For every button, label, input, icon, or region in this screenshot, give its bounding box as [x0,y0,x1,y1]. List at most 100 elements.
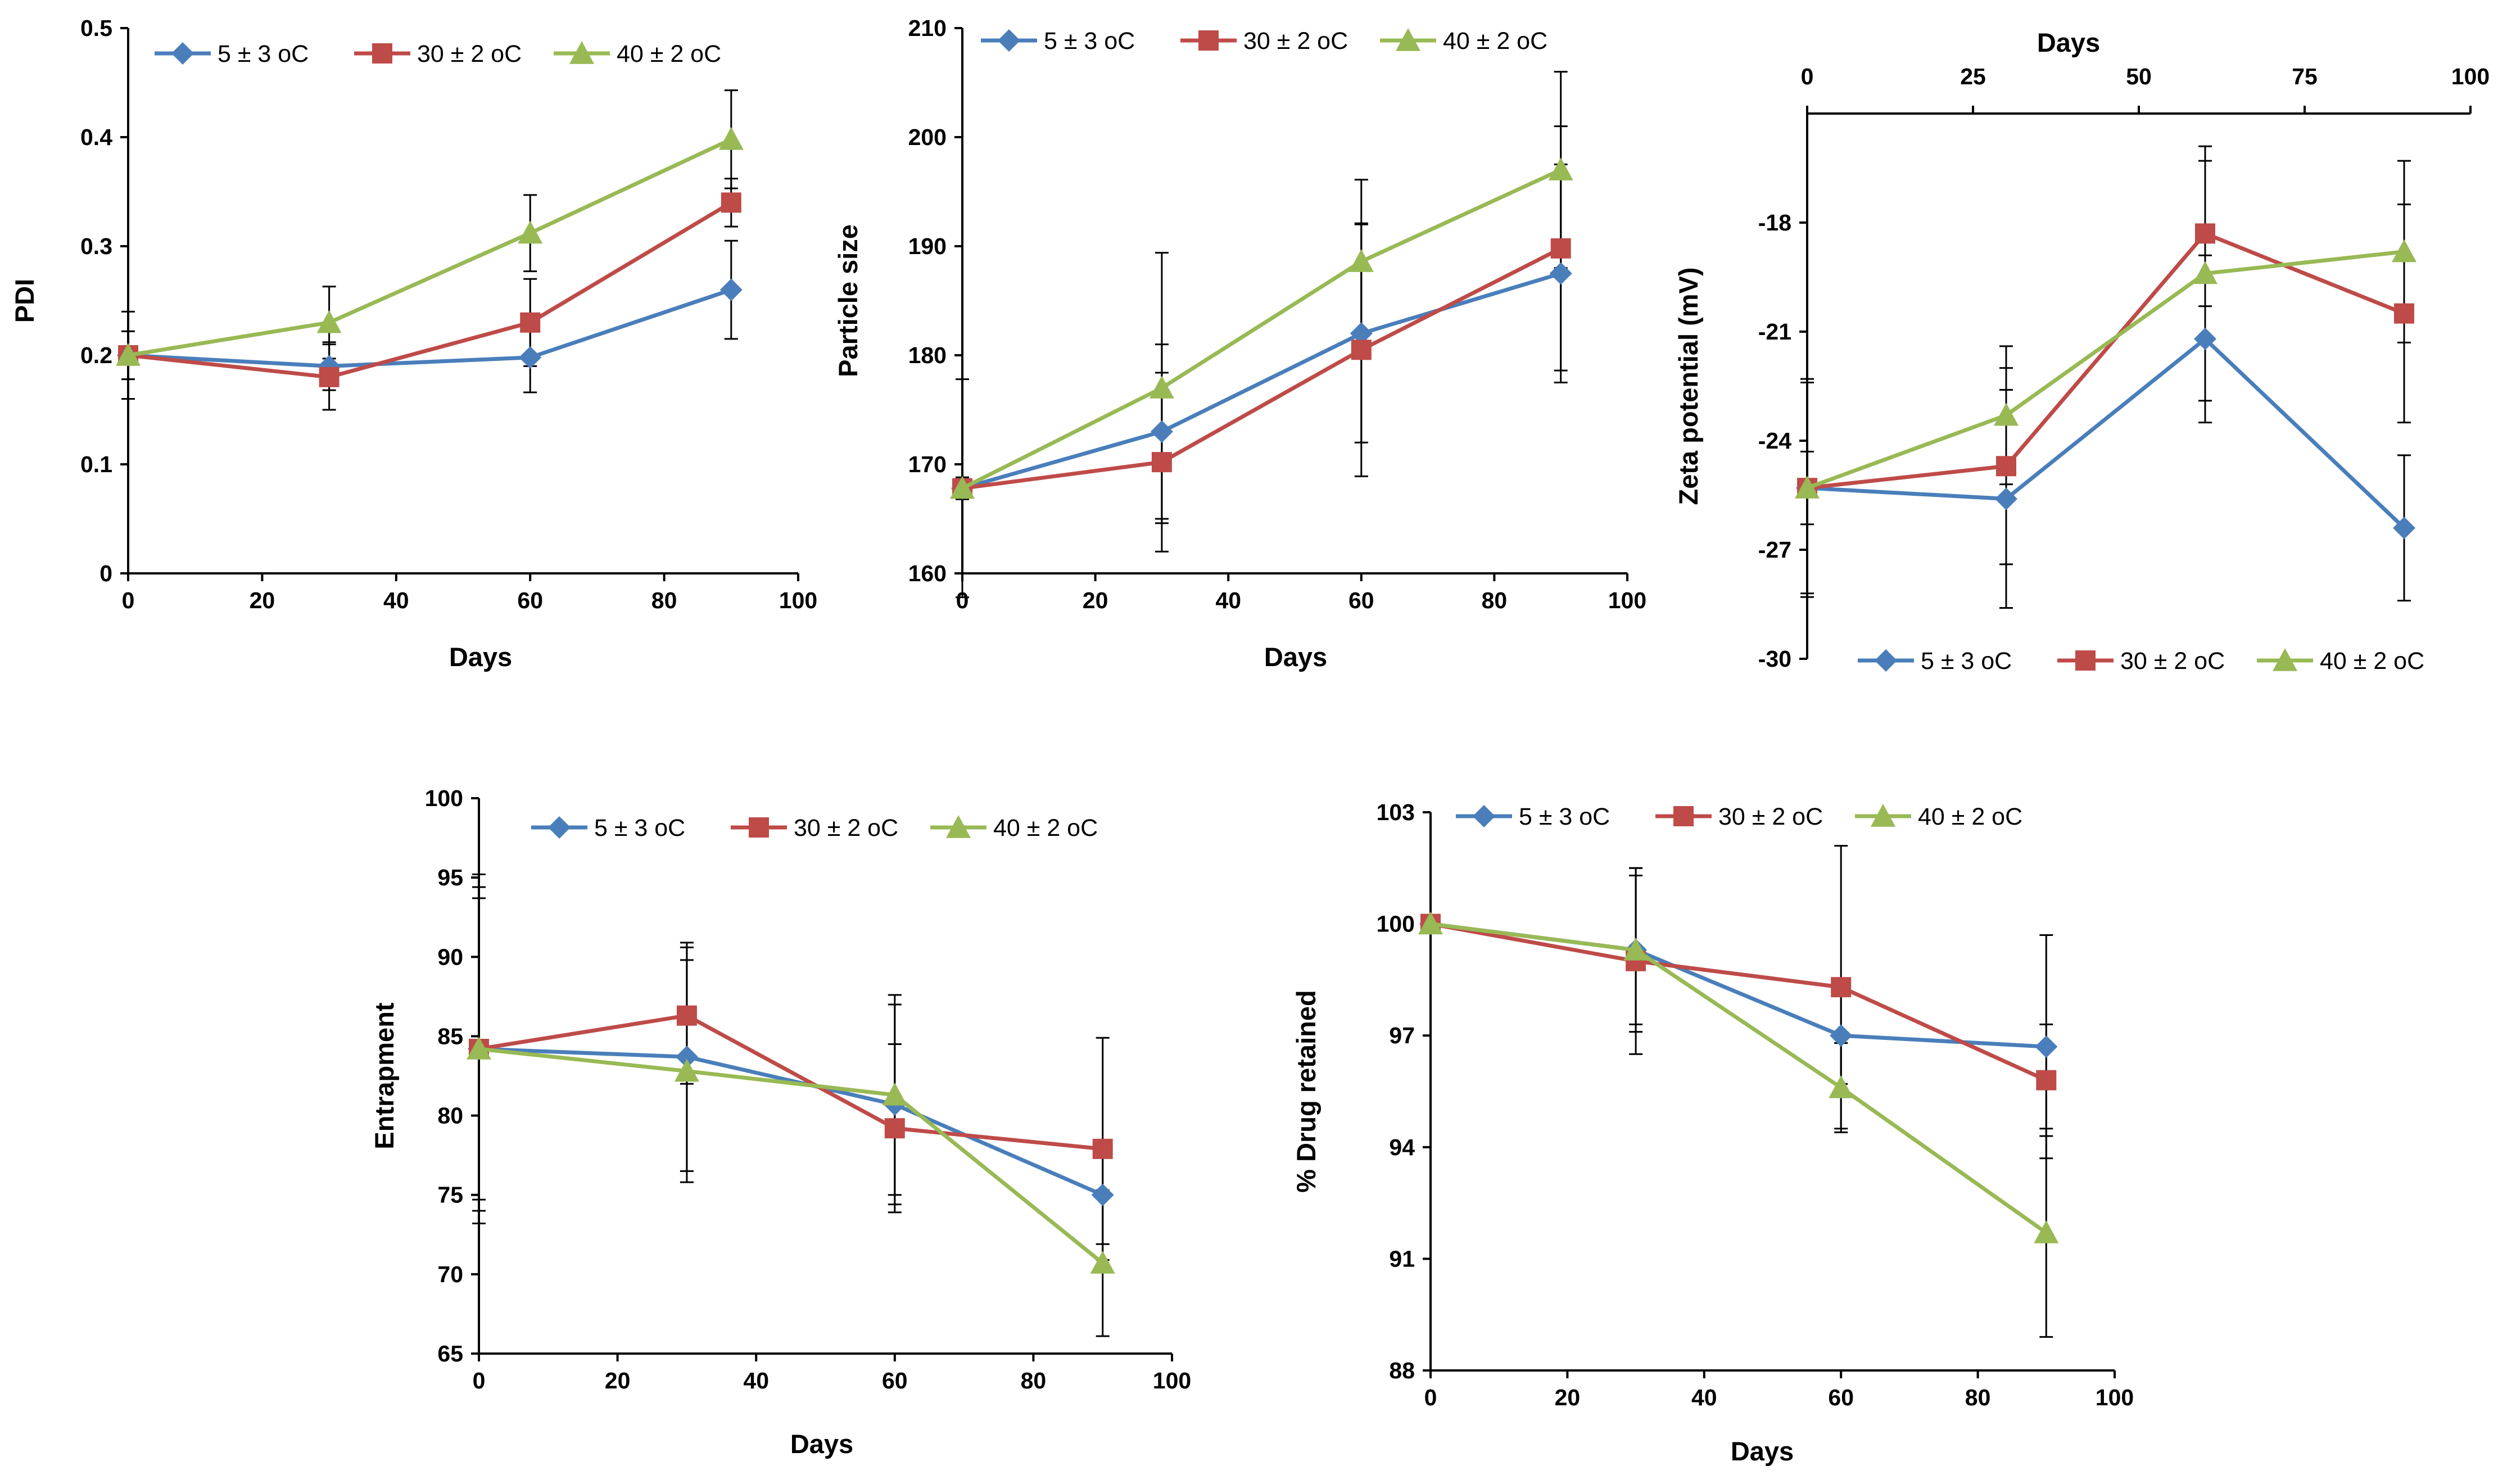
y-tick-label: 0.4 [80,124,112,150]
legend-label: 40 ± 2 oC [2320,648,2424,675]
series-line [1430,922,2047,1082]
legend-marker [1871,804,1895,827]
data-point [1994,402,2019,426]
y-tick-label: 0.5 [80,15,112,41]
y-tick-label: -21 [1758,319,1791,345]
x-axis-title: Days [1264,642,1327,672]
y-tick-label: 0.2 [80,342,112,368]
x-tick-label: 80 [1965,1385,1991,1410]
legend-label: 5 ± 3 oC [218,40,309,67]
x-tick-label: 0 [122,587,135,613]
y-tick-label: 88 [1389,1358,1415,1383]
data-point [1548,157,1573,180]
x-tick-label: 25 [1960,64,1986,89]
series-line [128,137,732,358]
x-tick-label: 40 [383,587,409,613]
data-point [718,126,744,150]
data-point [2195,223,2215,244]
series-line [1807,231,2405,490]
series-line [962,246,1562,491]
x-tick-label: 80 [1482,587,1508,613]
x-tick-label: 0 [1801,64,1814,89]
legend-marker [569,41,594,64]
data-point [2034,1220,2059,1243]
data-point [1830,1024,1853,1047]
x-tick-label: 0 [956,587,969,613]
data-point [2193,261,2218,284]
x-tick-label: 40 [743,1368,769,1393]
y-tick-label: 190 [908,233,947,259]
legend-marker [1396,28,1420,51]
data-point [2394,303,2414,324]
y-tick-label: 0.3 [80,233,112,259]
y-tick-label: 0.1 [80,451,112,477]
legend-label: 30 ± 2 oC [417,40,522,67]
legend: 5 ± 3 oC 30 ± 2 oC 40 ± 2 oC [531,815,1098,841]
legend-marker [1198,30,1219,51]
chart-pdi: 0 0.1 0.2 0.3 0.4 0.5 0 20 40 60 80 100 Days PDI 5 ± 3… [10,15,817,672]
legend-label: 5 ± 3 oC [594,815,685,841]
chart-entrapment: 65 70 75 80 85 90 95 100 0 20 40 60 80 100 Days Entrapm… [369,785,1191,1459]
legend-marker [1673,806,1694,826]
legend-label: 5 ± 3 oC [1044,28,1135,55]
y-tick-label: 160 [908,560,947,586]
data-point [2392,239,2416,263]
series-line [1430,922,2048,1234]
legend-label: 5 ± 3 oC [1921,648,2012,675]
y-tick-label: 97 [1389,1022,1415,1048]
data-point [1348,249,1374,272]
y-axis-title: % Drug retained [1291,990,1321,1192]
data-point [1549,262,1572,285]
x-axis-title: Days [790,1429,853,1459]
data-point [1550,238,1571,259]
y-tick-label: 95 [437,865,463,890]
y-tick-label: 75 [437,1182,463,1208]
data-point [1350,322,1373,345]
data-point [1829,1075,1854,1098]
x-tick-label: 60 [882,1368,908,1393]
y-tick-label: 70 [437,1261,463,1287]
legend: 5 ± 3 oC 30 ± 2 oC 40 ± 2 oC [1456,803,2022,830]
legend-marker [171,42,194,65]
legend-marker [749,817,769,838]
data-point [1623,937,1649,961]
y-tick-label: 91 [1389,1246,1415,1272]
data-point [719,278,743,301]
legend-label: 40 ± 2 oC [1918,803,2022,830]
x-tick-label: 40 [1691,1385,1717,1410]
data-point [518,220,543,244]
y-tick-label: 100 [1377,911,1415,937]
data-point [467,1037,491,1060]
data-point [721,192,741,213]
legend-label: 40 ± 2 oC [617,40,721,67]
y-tick-label: -27 [1758,537,1791,563]
x-tick-label: 80 [1021,1368,1047,1393]
x-tick-label: 20 [605,1368,631,1393]
x-tick-label: 60 [517,587,543,613]
y-axis-title: PDI [10,279,39,323]
legend-marker [946,815,971,838]
data-point [674,1058,699,1082]
series-line [962,272,1562,491]
y-tick-label: 100 [425,785,463,811]
x-tick-label: 60 [1828,1385,1854,1410]
data-point [2035,1035,2058,1058]
y-tick-label: 200 [908,124,947,150]
series-line [478,1047,1104,1197]
legend-label: 5 ± 3 oC [1519,803,1610,830]
y-axis-title: Particle size [833,224,863,377]
data-point [319,367,340,387]
data-point [1149,375,1174,399]
legend-marker [998,29,1020,52]
data-point [1091,1183,1114,1206]
x-tick-label: 20 [250,587,275,613]
data-point [2194,327,2216,350]
x-tick-label: 100 [2451,64,2490,89]
legend: 5 ± 3 oC 30 ± 2 oC 40 ± 2 oC [1858,648,2424,675]
x-axis-title: Days [1731,1436,1794,1466]
series-line [478,1047,1104,1265]
x-tick-label: 75 [2292,64,2318,89]
data-point [1150,420,1173,443]
data-point [1092,1138,1113,1159]
chart-zeta-potential: -30 -27 -24 -21 -18 0 25 50 75 100 Days Zeta potent… [1673,28,2490,675]
